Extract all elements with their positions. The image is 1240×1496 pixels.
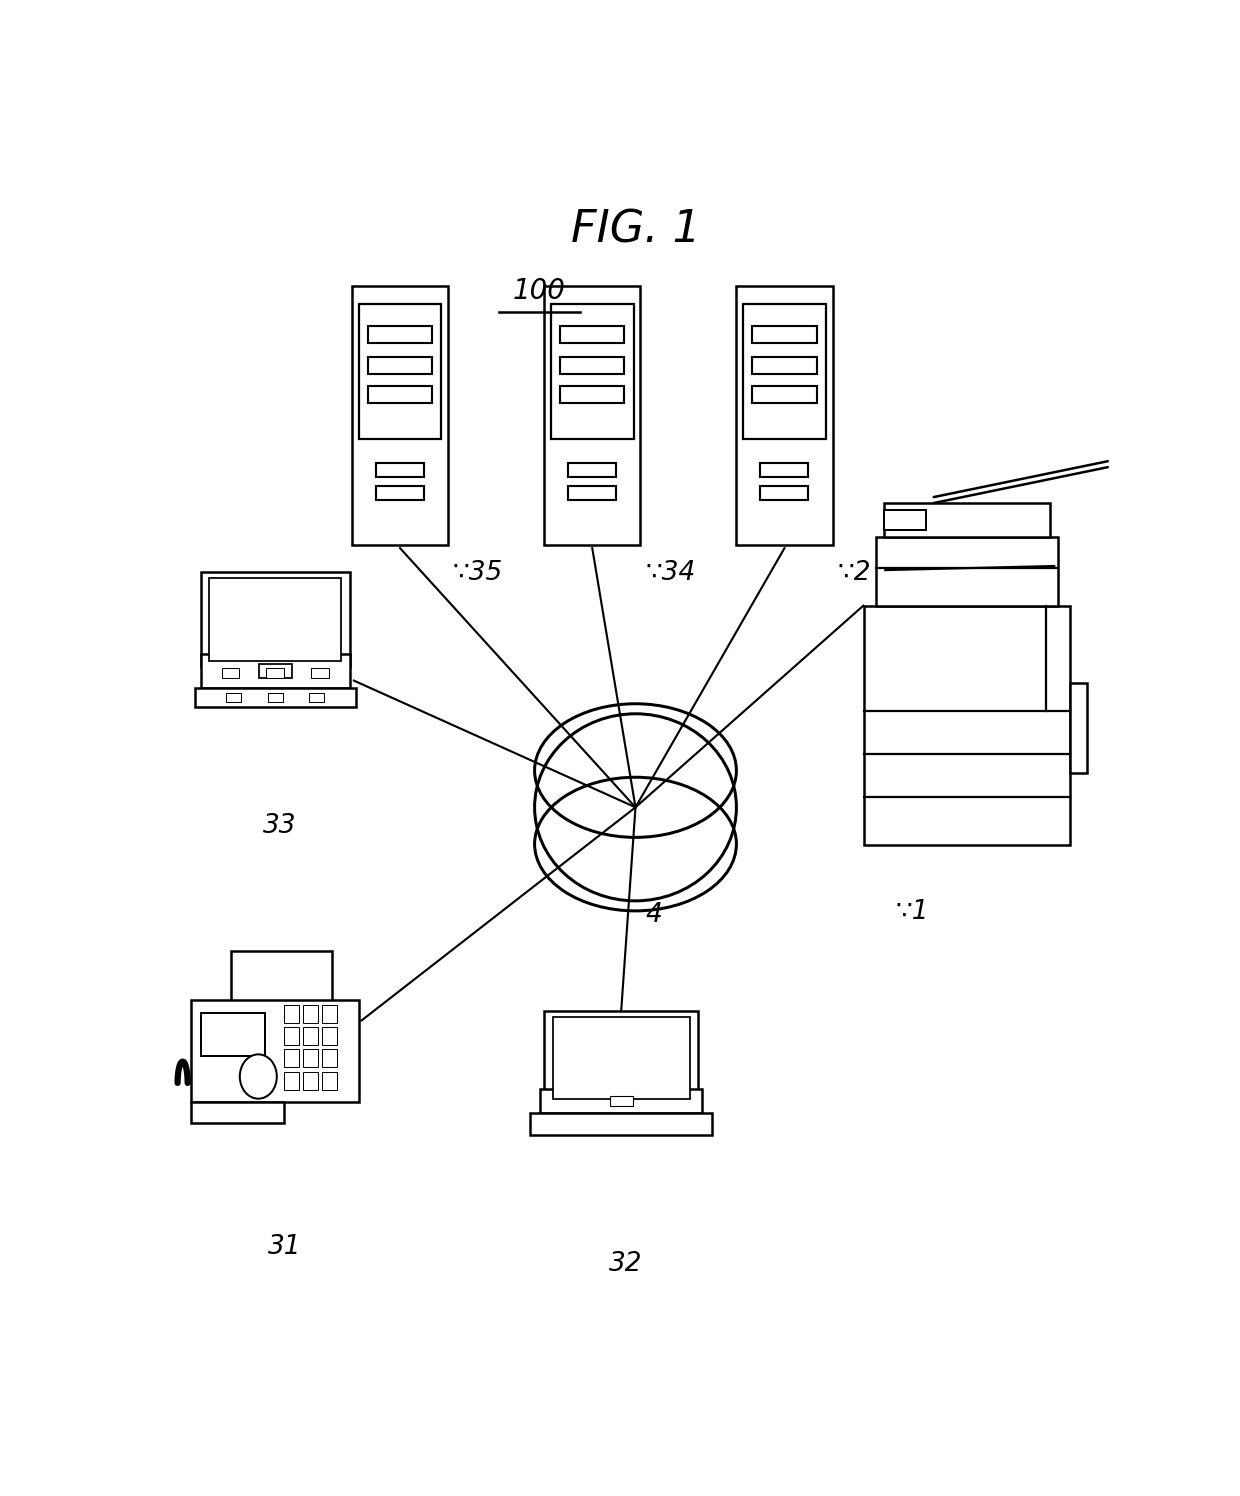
Bar xyxy=(610,1097,632,1106)
Bar xyxy=(284,1049,299,1068)
Bar xyxy=(322,1005,337,1023)
Bar xyxy=(884,503,1050,537)
Bar xyxy=(551,304,634,438)
Bar xyxy=(544,1011,698,1104)
Bar xyxy=(568,486,616,500)
Bar xyxy=(259,664,291,678)
Bar xyxy=(201,573,350,667)
Text: FIG. 1: FIG. 1 xyxy=(570,208,701,251)
Bar xyxy=(568,464,616,477)
Bar xyxy=(877,537,1058,606)
Bar xyxy=(376,486,424,500)
Bar xyxy=(560,386,625,402)
Bar xyxy=(884,510,926,530)
Bar xyxy=(368,326,433,343)
Bar xyxy=(222,669,239,678)
Bar xyxy=(753,358,817,374)
Bar xyxy=(303,1005,317,1023)
Bar xyxy=(753,326,817,343)
Bar xyxy=(310,693,325,702)
Bar xyxy=(760,486,808,500)
Text: 4: 4 xyxy=(645,902,662,928)
Bar xyxy=(284,1071,299,1089)
Bar xyxy=(358,304,441,438)
Text: 31: 31 xyxy=(268,1234,301,1260)
Bar xyxy=(284,1005,299,1023)
Bar xyxy=(201,1013,265,1056)
Bar xyxy=(743,304,826,438)
Bar xyxy=(368,358,433,374)
Bar xyxy=(322,1049,337,1068)
Bar xyxy=(560,358,625,374)
Bar xyxy=(311,669,329,678)
Bar xyxy=(303,1026,317,1046)
Bar xyxy=(284,1026,299,1046)
Bar xyxy=(1070,682,1087,773)
Bar xyxy=(368,386,433,402)
Text: 100: 100 xyxy=(513,277,565,305)
Bar xyxy=(531,1113,712,1135)
Bar xyxy=(195,688,356,708)
Bar xyxy=(226,693,241,702)
Text: ∵34: ∵34 xyxy=(645,560,696,585)
Bar xyxy=(760,464,808,477)
Bar xyxy=(191,1103,284,1123)
Bar xyxy=(544,286,640,545)
Bar xyxy=(322,1026,337,1046)
Bar xyxy=(541,1089,702,1113)
Bar xyxy=(267,669,284,678)
Bar xyxy=(753,386,817,402)
Bar xyxy=(560,326,625,343)
Bar xyxy=(232,951,332,1022)
Bar xyxy=(191,999,360,1103)
Bar xyxy=(208,577,341,661)
Circle shape xyxy=(239,1055,277,1098)
Bar xyxy=(303,1071,317,1089)
Bar xyxy=(303,1049,317,1068)
Text: ∵1: ∵1 xyxy=(895,899,929,926)
Text: 32: 32 xyxy=(609,1251,642,1276)
Text: 33: 33 xyxy=(263,814,296,839)
Bar xyxy=(376,464,424,477)
Bar xyxy=(322,1071,337,1089)
Bar xyxy=(553,1016,689,1098)
Bar xyxy=(268,693,283,702)
Text: ∵35: ∵35 xyxy=(453,560,503,585)
Bar xyxy=(352,286,448,545)
Bar xyxy=(201,654,350,688)
Text: ∵2: ∵2 xyxy=(837,560,870,585)
Bar xyxy=(864,606,1070,845)
Bar xyxy=(737,286,832,545)
